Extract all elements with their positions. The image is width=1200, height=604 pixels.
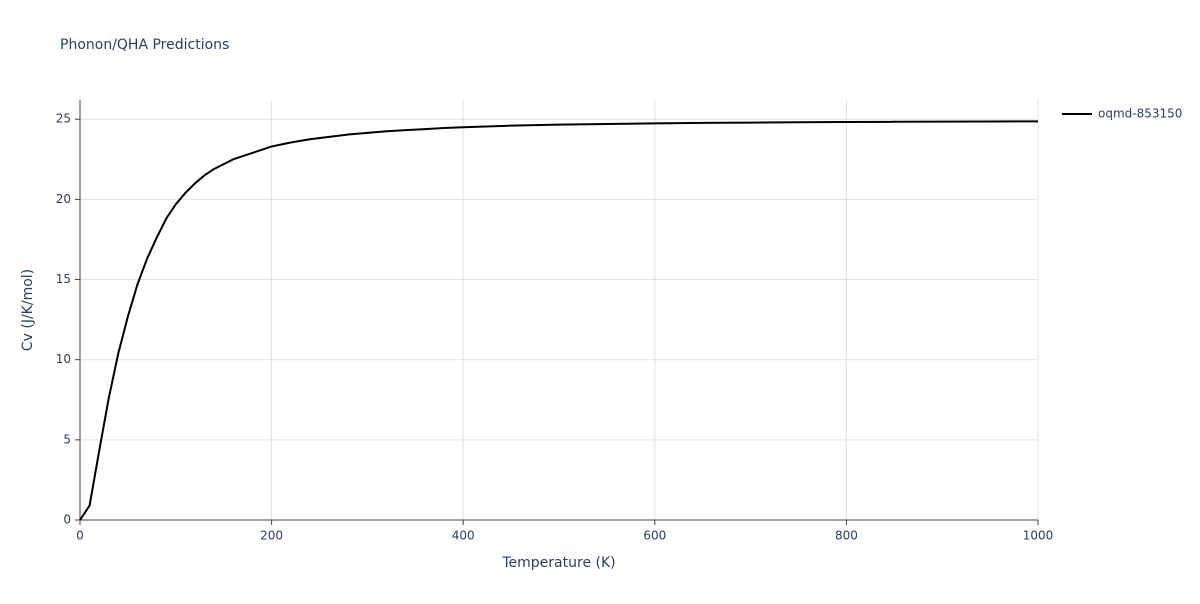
y-tick-label: 25 (56, 112, 71, 126)
x-tick-label: 400 (452, 529, 475, 543)
x-tick-label: 1000 (1023, 529, 1054, 543)
legend-label: oqmd-853150 (1098, 107, 1182, 121)
y-tick-label: 10 (56, 352, 71, 366)
y-tick-label: 0 (63, 513, 71, 527)
x-tick-label: 200 (260, 529, 283, 543)
y-tick-label: 15 (56, 272, 71, 286)
chart-title: Phonon/QHA Predictions (60, 37, 229, 53)
x-tick-label: 600 (643, 529, 666, 543)
x-axis-title: Temperature (K) (501, 555, 615, 571)
y-tick-label: 20 (56, 192, 71, 206)
x-tick-label: 800 (835, 529, 858, 543)
y-axis-title: Cv (J/K/mol) (20, 269, 36, 351)
data-line (79, 120, 1039, 521)
y-tick-label: 5 (63, 432, 71, 446)
x-tick-label: 0 (76, 529, 84, 543)
